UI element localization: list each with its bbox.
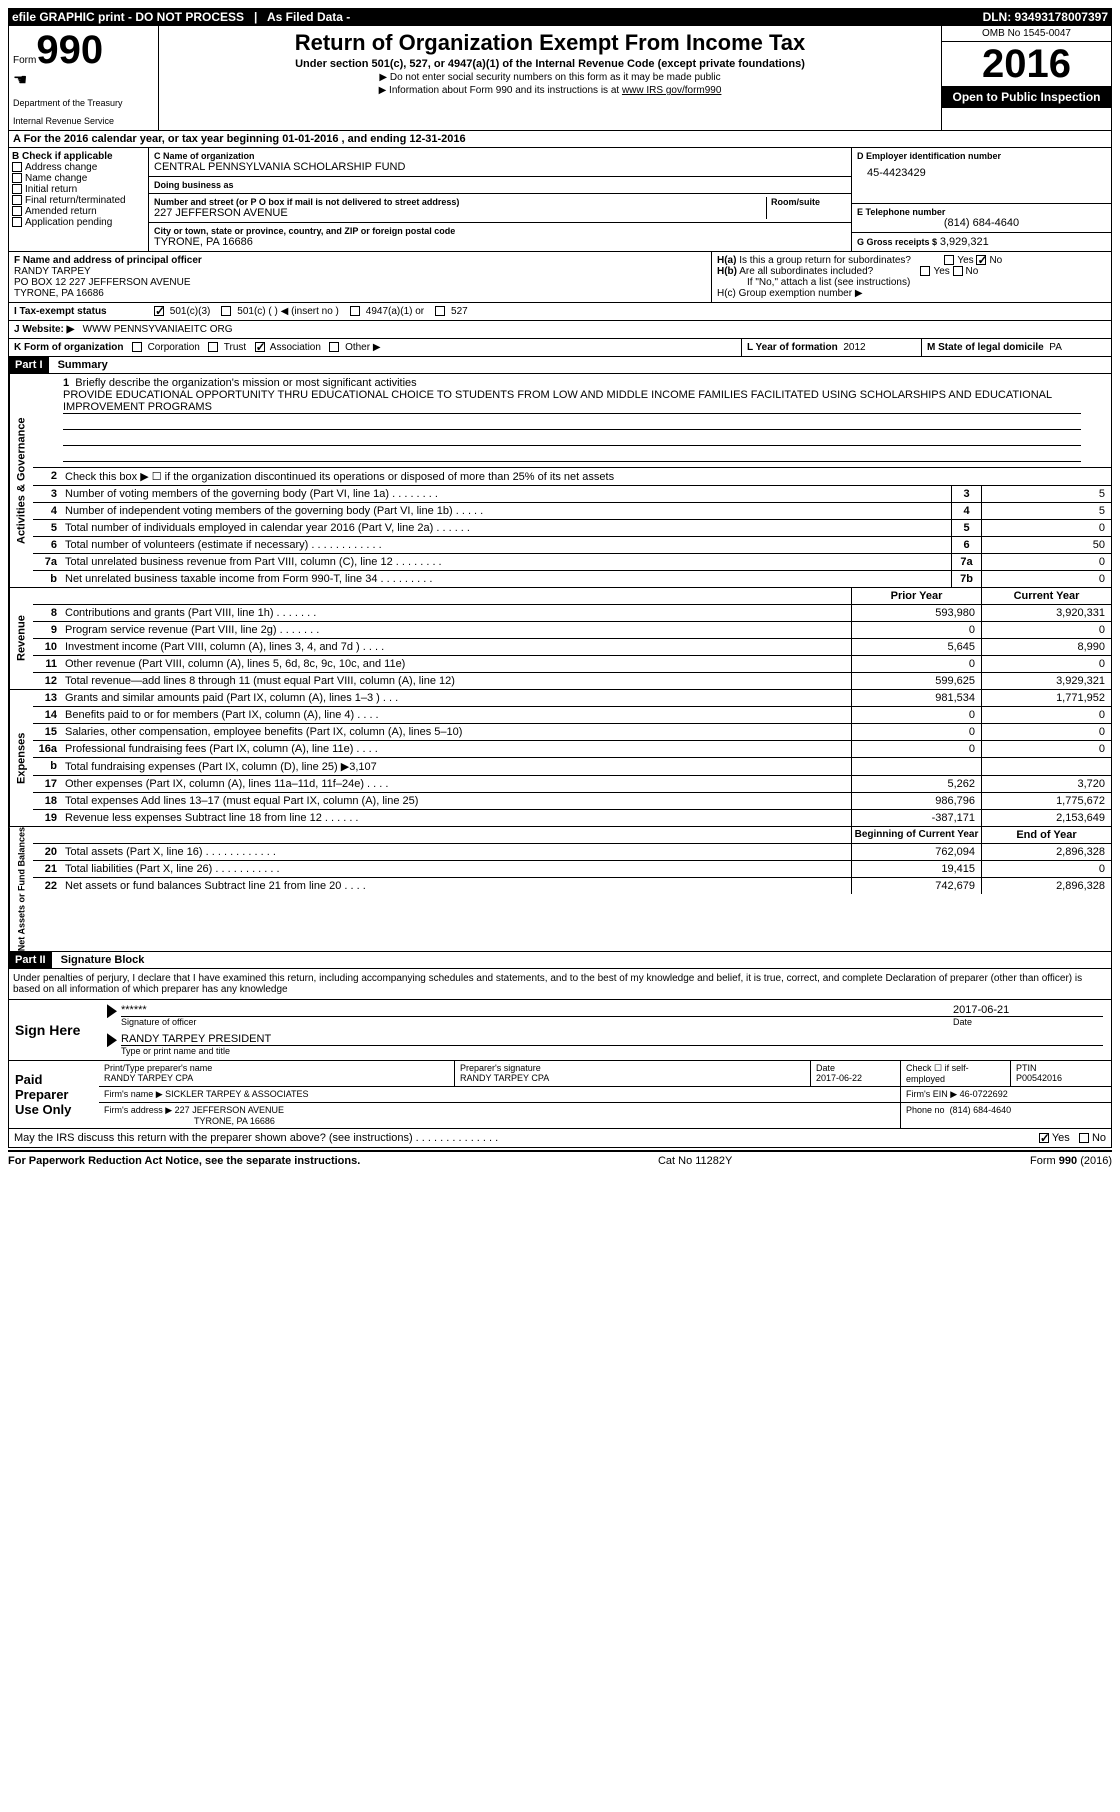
officer-name: RANDY TARPEY PRESIDENT xyxy=(121,1033,1103,1046)
summary-line: 11Other revenue (Part VIII, column (A), … xyxy=(33,656,1111,673)
summary-line: 17Other expenses (Part IX, column (A), l… xyxy=(33,776,1111,793)
arrow-icon xyxy=(107,1004,117,1018)
part1-header: Part I xyxy=(9,357,49,373)
chk-501c[interactable] xyxy=(221,306,231,316)
summary-line: 12Total revenue—add lines 8 through 11 (… xyxy=(33,673,1111,689)
rot-net-assets: Net Assets or Fund Balances xyxy=(9,827,33,951)
section-c: C Name of organization CENTRAL PENNSYLVA… xyxy=(149,148,851,251)
summary-line: 13Grants and similar amounts paid (Part … xyxy=(33,690,1111,707)
chk-501c3[interactable] xyxy=(154,306,164,316)
section-b: B Check if applicable Address change Nam… xyxy=(9,148,149,251)
sign-here-label: Sign Here xyxy=(9,1000,99,1060)
summary-line: bNet unrelated business taxable income f… xyxy=(33,571,1111,587)
summary-line: 7aTotal unrelated business revenue from … xyxy=(33,554,1111,571)
phone: (814) 684-4640 xyxy=(857,217,1106,229)
summary-line: 14Benefits paid to or for members (Part … xyxy=(33,707,1111,724)
form-title: Return of Organization Exempt From Incom… xyxy=(167,30,933,56)
irs-link[interactable]: www IRS gov/form990 xyxy=(622,85,721,96)
chk-initial-return[interactable] xyxy=(12,184,22,194)
arrow-icon xyxy=(107,1033,117,1047)
as-filed: As Filed Data - xyxy=(267,10,350,24)
section-h: H(a) Is this a group return for subordin… xyxy=(711,252,1111,302)
chk-app-pending[interactable] xyxy=(12,217,22,227)
chk-hb-no[interactable] xyxy=(953,266,963,276)
summary-line: 9Program service revenue (Part VIII, lin… xyxy=(33,622,1111,639)
summary-line: 19Revenue less expenses Subtract line 18… xyxy=(33,810,1111,826)
perjury-declaration: Under penalties of perjury, I declare th… xyxy=(8,969,1112,1000)
summary-line: 18Total expenses Add lines 13–17 (must e… xyxy=(33,793,1111,810)
chk-final-return[interactable] xyxy=(12,195,22,205)
paid-preparer-label: Paid Preparer Use Only xyxy=(9,1061,99,1128)
chk-other[interactable] xyxy=(329,342,339,352)
rot-governance: Activities & Governance xyxy=(9,374,33,587)
chk-assoc[interactable] xyxy=(255,342,265,352)
ein: 45-4423429 xyxy=(857,161,1106,185)
chk-discuss-no[interactable] xyxy=(1079,1133,1089,1143)
dln: DLN: 93493178007397 xyxy=(983,10,1108,24)
gross-receipts: 3,929,321 xyxy=(940,236,989,248)
form-id-box: Form990 ☚ Department of the Treasury Int… xyxy=(9,26,159,130)
section-a: A For the 2016 calendar year, or tax yea… xyxy=(8,131,1112,148)
summary-line: 10Investment income (Part VIII, column (… xyxy=(33,639,1111,656)
chk-4947[interactable] xyxy=(350,306,360,316)
chk-name-change[interactable] xyxy=(12,173,22,183)
title-box: Return of Organization Exempt From Incom… xyxy=(159,26,941,130)
summary-line: 8Contributions and grants (Part VIII, li… xyxy=(33,605,1111,622)
chk-ha-yes[interactable] xyxy=(944,255,954,265)
chk-address-change[interactable] xyxy=(12,162,22,172)
top-bar: efile GRAPHIC print - DO NOT PROCESS | A… xyxy=(8,8,1112,26)
year-box: OMB No 1545-0047 2016 Open to Public Ins… xyxy=(941,26,1111,130)
chk-amended[interactable] xyxy=(12,206,22,216)
summary-line: 21Total liabilities (Part X, line 26) . … xyxy=(33,861,1111,878)
chk-hb-yes[interactable] xyxy=(920,266,930,276)
chk-527[interactable] xyxy=(435,306,445,316)
website: WWW PENNSYVANIAEITC ORG xyxy=(83,324,233,335)
street-address: 227 JEFFERSON AVENUE xyxy=(154,207,766,219)
summary-line: 16aProfessional fundraising fees (Part I… xyxy=(33,741,1111,758)
summary-line: 6Total number of volunteers (estimate if… xyxy=(33,537,1111,554)
chk-ha-no[interactable] xyxy=(976,255,986,265)
section-de: D Employer identification number 45-4423… xyxy=(851,148,1111,251)
summary-line: 15Salaries, other compensation, employee… xyxy=(33,724,1111,741)
summary-line: 4Number of independent voting members of… xyxy=(33,503,1111,520)
summary-line: bTotal fundraising expenses (Part IX, co… xyxy=(33,758,1111,776)
rot-revenue: Revenue xyxy=(9,588,33,689)
summary-line: 5Total number of individuals employed in… xyxy=(33,520,1111,537)
rot-expenses: Expenses xyxy=(9,690,33,826)
org-name: CENTRAL PENNSYLVANIA SCHOLARSHIP FUND xyxy=(154,161,846,173)
section-f: F Name and address of principal officer … xyxy=(9,252,711,302)
part2-header: Part II xyxy=(9,952,52,968)
summary-line: 22Net assets or fund balances Subtract l… xyxy=(33,878,1111,894)
city-state-zip: TYRONE, PA 16686 xyxy=(154,236,846,248)
mission-text: PROVIDE EDUCATIONAL OPPORTUNITY THRU EDU… xyxy=(63,389,1081,414)
efile-notice: efile GRAPHIC print - DO NOT PROCESS xyxy=(12,10,244,24)
summary-line: 20Total assets (Part X, line 16) . . . .… xyxy=(33,844,1111,861)
chk-discuss-yes[interactable] xyxy=(1039,1133,1049,1143)
chk-trust[interactable] xyxy=(208,342,218,352)
page-footer: For Paperwork Reduction Act Notice, see … xyxy=(8,1150,1112,1170)
summary-line: 3Number of voting members of the governi… xyxy=(33,486,1111,503)
chk-corp[interactable] xyxy=(132,342,142,352)
